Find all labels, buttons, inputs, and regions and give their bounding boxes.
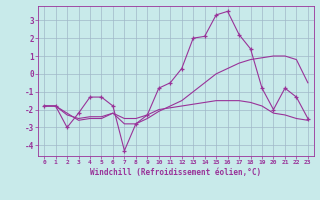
- X-axis label: Windchill (Refroidissement éolien,°C): Windchill (Refroidissement éolien,°C): [91, 168, 261, 177]
